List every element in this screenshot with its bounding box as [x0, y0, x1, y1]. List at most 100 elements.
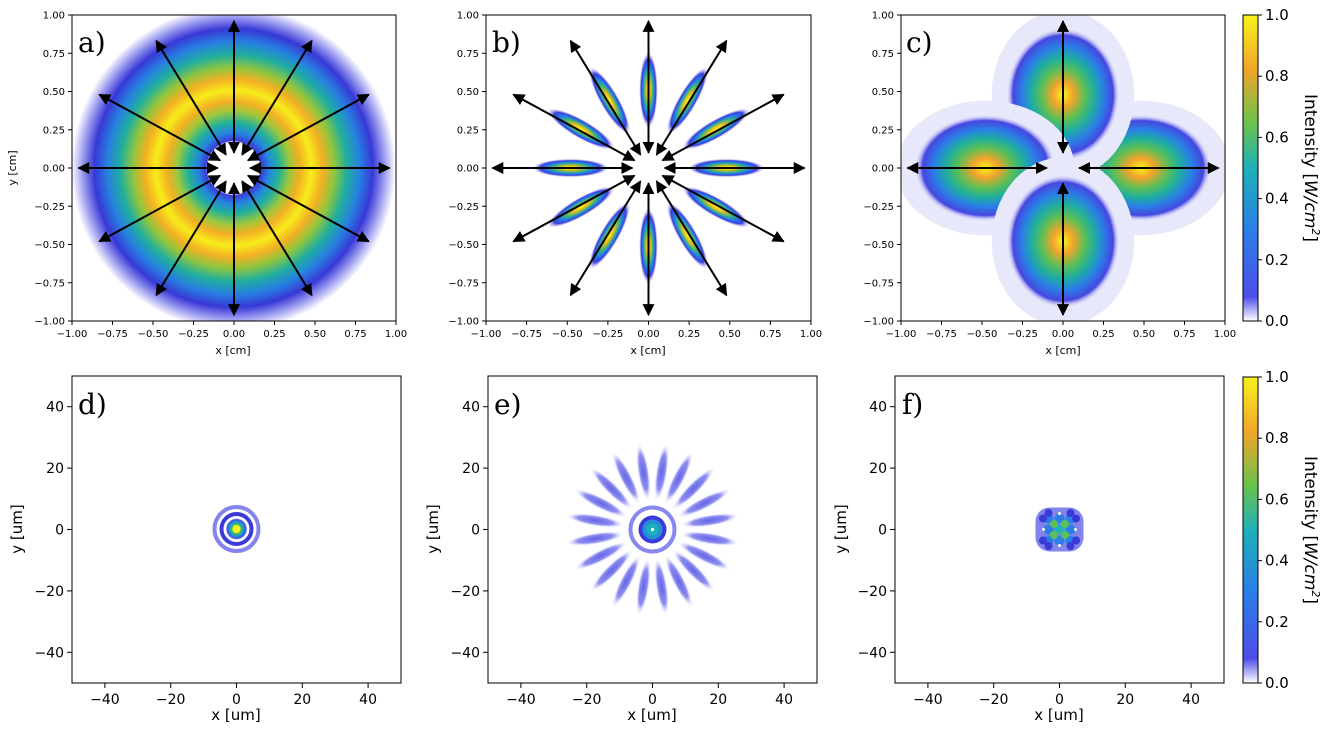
- intensity-ring: [72, 15, 396, 321]
- colorbar-tick-label: 0.8: [1265, 429, 1289, 447]
- side-lobe-shape: [611, 450, 641, 505]
- side-lobe: [635, 442, 651, 502]
- y-tick-label: −0.50: [863, 240, 894, 251]
- x-tick-label: −40: [90, 692, 120, 708]
- panel-a-xlabel: x [cm]: [215, 344, 250, 357]
- interference-spot: [1050, 531, 1058, 539]
- x-tick-label: −20: [979, 692, 1009, 708]
- side-lobe: [680, 531, 740, 547]
- x-tick-label: 0.25: [1092, 329, 1114, 340]
- x-tick-label: 40: [359, 692, 377, 708]
- y-tick-label: 0.75: [457, 49, 479, 60]
- colorbar-top-gradient: [1242, 14, 1259, 322]
- direction-arrow: [661, 174, 785, 243]
- panel-d-heatmap: [212, 505, 261, 553]
- panel-c: c) −1.00 −0.75 −0.50 −0.25 0.00 0.25 0.50 0.75 1…: [863, 11, 1236, 358]
- y-tick-label: 0.25: [457, 125, 479, 136]
- y-tick-label: 0.50: [457, 87, 479, 98]
- side-lobe: [677, 488, 732, 518]
- colorbar-tick-label: 0.2: [1265, 251, 1289, 269]
- x-tick-label: 0.00: [1052, 329, 1074, 340]
- panel-b-arrows: [491, 19, 806, 317]
- interference-spot: [1072, 536, 1080, 545]
- interference-spot: [1044, 509, 1053, 517]
- colorbar-tick-label: 1.0: [1265, 6, 1289, 24]
- y-tick-label: 40: [46, 400, 64, 416]
- x-tick-label: 1.00: [385, 329, 407, 340]
- y-tick-label: 0.00: [43, 164, 65, 175]
- x-tick-label: 0.50: [1133, 329, 1155, 340]
- y-tick-label: 0: [55, 523, 64, 539]
- panel-d-label: d): [78, 388, 107, 421]
- side-lobe-shape: [671, 548, 716, 593]
- y-tick-label: 1.00: [457, 11, 479, 22]
- y-tick-label: 40: [869, 400, 887, 416]
- interference-spot: [1066, 509, 1075, 517]
- side-lobe-shape: [589, 466, 634, 511]
- colorbar-bottom-label: Intensity [W/cm2]: [1300, 456, 1322, 604]
- panel-a-label: a): [78, 26, 106, 59]
- interference-spot: [1072, 514, 1080, 523]
- x-tick-label: −1.00: [57, 329, 88, 340]
- colorbar-tick-label: 0.0: [1265, 674, 1289, 692]
- x-tick-label: 0: [1055, 692, 1064, 708]
- direction-arrow: [241, 39, 313, 156]
- interference-spot: [1043, 524, 1054, 535]
- side-lobe-shape: [664, 554, 694, 609]
- y-tick-label: 0: [471, 523, 480, 539]
- y-tick-label: −40: [450, 645, 480, 661]
- x-tick-label: −0.50: [967, 329, 998, 340]
- x-tick-label: −20: [572, 692, 602, 708]
- y-tick-label: 40: [462, 400, 480, 416]
- x-tick-label: 0.25: [263, 329, 285, 340]
- colorbar-tick-label: 0.2: [1265, 613, 1289, 631]
- panel-d-ylabel: y [um]: [8, 504, 26, 553]
- colorbar-tick-label: 0.8: [1265, 67, 1289, 85]
- x-tick-label: −0.25: [593, 329, 624, 340]
- side-lobe-shape: [611, 554, 641, 609]
- x-tick-label: −0.25: [1007, 329, 1038, 340]
- side-lobe-shape: [680, 512, 740, 528]
- x-tick-label: 40: [1182, 692, 1200, 708]
- y-tick-label: −40: [34, 645, 64, 661]
- null-dot: [1058, 512, 1061, 515]
- panel-f-ylabel: y [um]: [832, 504, 850, 553]
- colorbar-top: 0.0 0.2 0.4 0.6 0.8 1.0 Intensity [W/cm2]: [1242, 6, 1322, 330]
- panel-f-xlabel: x [um]: [1034, 706, 1083, 724]
- colorbar-bottom-gradient: [1242, 376, 1259, 684]
- panel-e-xlabel: x [um]: [627, 706, 676, 724]
- side-lobe: [654, 442, 670, 502]
- panel-b: b) −1.00 −0.75 −0.50 −0.25 0.00 0.25 0.50 0.75 1…: [448, 11, 822, 358]
- y-tick-label: −40: [857, 645, 887, 661]
- side-lobe: [573, 488, 628, 518]
- y-tick-label: 0.00: [457, 164, 479, 175]
- y-tick-label: −0.75: [34, 278, 65, 289]
- direction-arrow: [155, 180, 227, 297]
- side-lobe-shape: [565, 512, 625, 528]
- side-lobe: [671, 466, 716, 511]
- y-tick-label: 20: [462, 461, 480, 477]
- colorbar-tick-label: 0.0: [1265, 312, 1289, 330]
- panel-b-label: b): [492, 26, 521, 59]
- x-tick-label: −40: [913, 692, 943, 708]
- interference-spot: [1054, 513, 1065, 524]
- y-tick-label: −0.50: [34, 240, 65, 251]
- panel-c-arrows: [906, 19, 1220, 317]
- x-tick-label: −40: [506, 692, 536, 708]
- panel-c-ticks: −1.00 −0.75 −0.50 −0.25 0.00 0.25 0.50 0.75 1.00…: [863, 11, 1236, 341]
- y-tick-label: 0.75: [43, 49, 65, 60]
- side-lobe-shape: [677, 488, 732, 518]
- panel-c-label: c): [906, 26, 933, 59]
- x-tick-label: 0: [648, 692, 657, 708]
- x-tick-label: 40: [775, 692, 793, 708]
- side-lobe-shape: [573, 488, 628, 518]
- side-lobe-shape: [671, 466, 716, 511]
- interference-spot: [1050, 520, 1058, 528]
- side-lobe: [565, 531, 625, 547]
- colorbar-tick-label: 0.6: [1265, 128, 1289, 146]
- panel-f-ticks: −40 −20 0 20 40 −40 −20 0 20 40: [857, 400, 1200, 708]
- y-tick-label: −0.25: [34, 202, 65, 213]
- panel-b-xlabel: x [cm]: [630, 344, 665, 357]
- x-tick-label: 1.00: [1214, 329, 1236, 340]
